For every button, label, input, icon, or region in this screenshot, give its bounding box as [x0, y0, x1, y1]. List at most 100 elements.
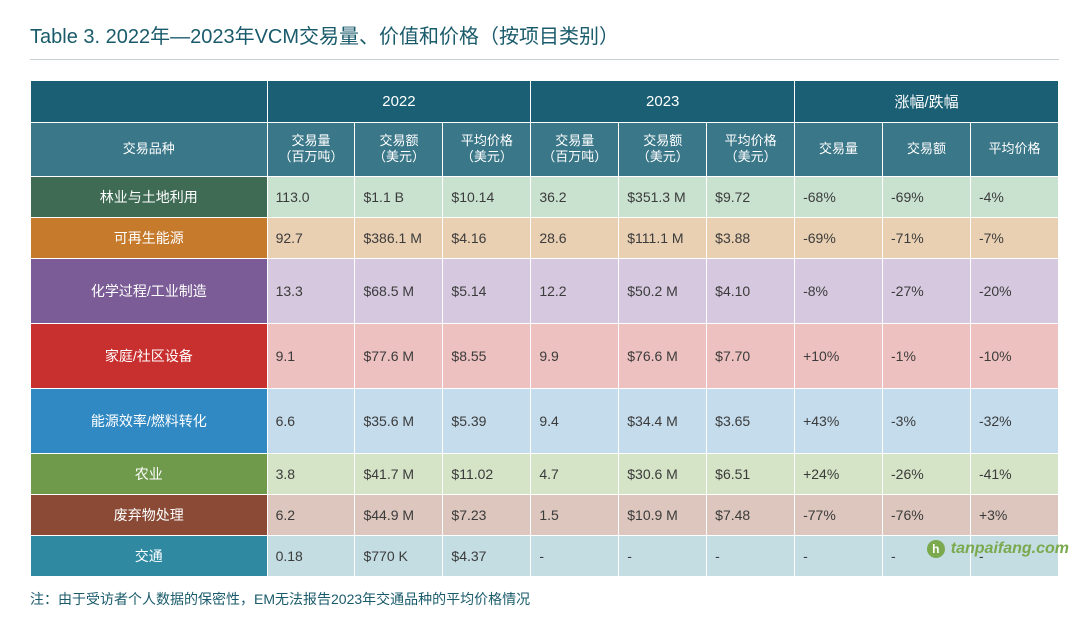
data-cell: -76% [883, 494, 971, 535]
data-cell: -4% [970, 176, 1058, 217]
header-category: 交易品种 [31, 123, 268, 177]
data-cell: 6.6 [267, 388, 355, 453]
data-cell: $7.23 [443, 494, 531, 535]
data-cell: 6.2 [267, 494, 355, 535]
category-cell: 家庭/社区设备 [31, 323, 268, 388]
data-cell: $50.2 M [619, 258, 707, 323]
data-cell: -20% [970, 258, 1058, 323]
data-cell: - [619, 535, 707, 576]
data-cell: $770 K [355, 535, 443, 576]
table-row: 农业3.8$41.7 M$11.024.7$30.6 M$6.51+24%-26… [31, 453, 1059, 494]
data-cell: 36.2 [531, 176, 619, 217]
category-cell: 农业 [31, 453, 268, 494]
table-row: 林业与土地利用113.0$1.1 B$10.1436.2$351.3 M$9.7… [31, 176, 1059, 217]
data-cell: $7.48 [707, 494, 795, 535]
watermark: h tanpaifang.com [927, 540, 1069, 558]
category-cell: 可再生能源 [31, 217, 268, 258]
data-cell: 1.5 [531, 494, 619, 535]
data-cell: 9.4 [531, 388, 619, 453]
data-cell: $44.9 M [355, 494, 443, 535]
header-2022: 2022 [267, 81, 531, 123]
sub-2022-val: 交易额（美元） [355, 123, 443, 177]
sub-2023-vol: 交易量（百万吨） [531, 123, 619, 177]
data-cell: +10% [795, 323, 883, 388]
data-cell: -68% [795, 176, 883, 217]
data-cell: $5.14 [443, 258, 531, 323]
header-2023: 2023 [531, 81, 795, 123]
data-cell: +3% [970, 494, 1058, 535]
data-cell: $351.3 M [619, 176, 707, 217]
sub-change-price: 平均价格 [970, 123, 1058, 177]
data-cell: $6.51 [707, 453, 795, 494]
data-cell: -32% [970, 388, 1058, 453]
sub-change-vol: 交易量 [795, 123, 883, 177]
data-cell: -26% [883, 453, 971, 494]
data-cell: -69% [795, 217, 883, 258]
data-cell: 28.6 [531, 217, 619, 258]
data-cell: $11.02 [443, 453, 531, 494]
data-cell: $1.1 B [355, 176, 443, 217]
data-cell: $5.39 [443, 388, 531, 453]
watermark-text: tanpaifang.com [951, 540, 1069, 558]
data-cell: - [795, 535, 883, 576]
data-cell: $8.55 [443, 323, 531, 388]
category-cell: 废弃物处理 [31, 494, 268, 535]
data-cell: -27% [883, 258, 971, 323]
data-cell: $4.37 [443, 535, 531, 576]
title-rule [30, 59, 1059, 60]
table-row: 家庭/社区设备9.1$77.6 M$8.559.9$76.6 M$7.70+10… [31, 323, 1059, 388]
data-cell: $77.6 M [355, 323, 443, 388]
data-cell: 113.0 [267, 176, 355, 217]
category-cell: 交通 [31, 535, 268, 576]
sub-2022-vol: 交易量（百万吨） [267, 123, 355, 177]
data-cell: $41.7 M [355, 453, 443, 494]
data-cell: 12.2 [531, 258, 619, 323]
data-cell: $35.6 M [355, 388, 443, 453]
data-cell: $68.5 M [355, 258, 443, 323]
data-cell: -3% [883, 388, 971, 453]
data-cell: 13.3 [267, 258, 355, 323]
data-cell: -8% [795, 258, 883, 323]
data-cell: -41% [970, 453, 1058, 494]
vcm-table: 2022 2023 涨幅/跌幅 交易品种 交易量（百万吨） 交易额（美元） 平均… [30, 80, 1059, 577]
data-cell: -71% [883, 217, 971, 258]
category-cell: 能源效率/燃料转化 [31, 388, 268, 453]
data-cell: +24% [795, 453, 883, 494]
data-cell: 4.7 [531, 453, 619, 494]
header-sub-row: 交易品种 交易量（百万吨） 交易额（美元） 平均价格（美元） 交易量（百万吨） … [31, 123, 1059, 177]
data-cell: 92.7 [267, 217, 355, 258]
data-cell: 9.9 [531, 323, 619, 388]
data-cell: 0.18 [267, 535, 355, 576]
data-cell: $76.6 M [619, 323, 707, 388]
table-footnote: 注：由于受访者个人数据的保密性，EM无法报告2023年交通品种的平均价格情况 [30, 589, 1059, 609]
data-cell: - [707, 535, 795, 576]
data-cell: $10.9 M [619, 494, 707, 535]
table-title: Table 3. 2022年—2023年VCM交易量、价值和价格（按项目类别） [30, 20, 1059, 53]
data-cell: $3.65 [707, 388, 795, 453]
data-cell: 9.1 [267, 323, 355, 388]
data-cell: -1% [883, 323, 971, 388]
table-row: 可再生能源92.7$386.1 M$4.1628.6$111.1 M$3.88-… [31, 217, 1059, 258]
data-cell: -77% [795, 494, 883, 535]
sub-change-val: 交易额 [883, 123, 971, 177]
data-cell: $386.1 M [355, 217, 443, 258]
data-cell: $34.4 M [619, 388, 707, 453]
data-cell: $30.6 M [619, 453, 707, 494]
data-cell: $111.1 M [619, 217, 707, 258]
category-cell: 林业与土地利用 [31, 176, 268, 217]
data-cell: $9.72 [707, 176, 795, 217]
table-row: 交通0.18$770 K$4.37------ [31, 535, 1059, 576]
sub-2022-price: 平均价格（美元） [443, 123, 531, 177]
sub-2023-price: 平均价格（美元） [707, 123, 795, 177]
data-cell: -69% [883, 176, 971, 217]
data-cell: $10.14 [443, 176, 531, 217]
category-cell: 化学过程/工业制造 [31, 258, 268, 323]
data-cell: -7% [970, 217, 1058, 258]
data-cell: - [531, 535, 619, 576]
data-cell: $3.88 [707, 217, 795, 258]
data-cell: $7.70 [707, 323, 795, 388]
data-cell: $4.16 [443, 217, 531, 258]
table-row: 废弃物处理6.2$44.9 M$7.231.5$10.9 M$7.48-77%-… [31, 494, 1059, 535]
header-group-row: 2022 2023 涨幅/跌幅 [31, 81, 1059, 123]
watermark-icon: h [927, 540, 945, 558]
